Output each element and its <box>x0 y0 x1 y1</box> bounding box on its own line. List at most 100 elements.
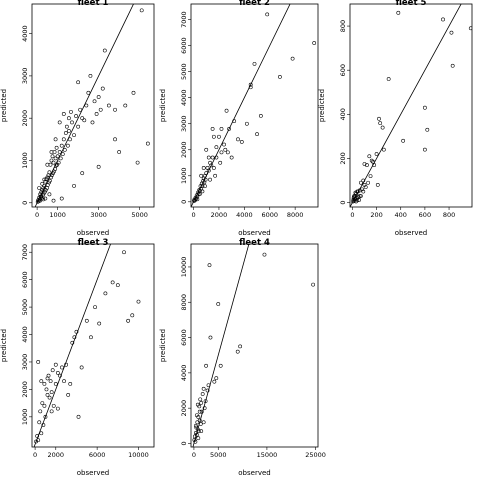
data-point <box>63 131 68 135</box>
data-point <box>377 116 381 121</box>
data-point <box>68 137 72 142</box>
data-point <box>362 162 367 166</box>
data-point <box>52 150 57 154</box>
y-tick-label: 8000 <box>180 294 188 311</box>
data-point <box>248 85 253 90</box>
data-point <box>64 124 69 129</box>
data-point <box>358 194 363 198</box>
y-tick-label: 0 <box>180 441 188 445</box>
data-point <box>255 132 259 137</box>
data-point <box>207 263 212 268</box>
data-point <box>199 409 204 414</box>
y-tick-label: 4000 <box>180 89 188 106</box>
data-point <box>59 196 64 201</box>
data-point <box>79 365 84 370</box>
y-tick-label: 6000 <box>21 271 29 288</box>
data-point <box>200 189 205 194</box>
data-point <box>195 420 200 425</box>
data-point <box>201 420 206 425</box>
data-point <box>258 114 263 118</box>
data-point <box>49 158 54 163</box>
plot-frame <box>31 243 155 448</box>
data-point <box>56 160 61 165</box>
data-point <box>72 335 77 340</box>
data-point <box>368 174 373 179</box>
data-point <box>69 109 73 114</box>
data-point <box>211 134 216 139</box>
reference-line <box>191 4 291 207</box>
data-point <box>199 173 204 178</box>
data-point <box>214 155 219 160</box>
y-axis-label: predicted <box>318 89 326 122</box>
data-point <box>214 145 219 150</box>
data-point <box>48 379 53 384</box>
data-point <box>53 156 58 161</box>
data-point <box>229 155 234 160</box>
data-point <box>66 392 71 397</box>
data-point <box>53 362 58 367</box>
y-tick-label: 7000 <box>180 11 188 28</box>
y-tick-label: 0 <box>21 201 29 205</box>
data-point <box>49 173 54 178</box>
data-point <box>208 177 212 182</box>
data-point <box>37 186 42 190</box>
data-point <box>248 82 253 87</box>
x-tick-label: 0 <box>35 211 39 219</box>
data-point <box>252 61 257 66</box>
data-point <box>97 321 102 326</box>
data-point <box>354 199 358 204</box>
data-point <box>367 154 372 159</box>
plot-frame <box>190 243 319 448</box>
data-point <box>47 178 52 183</box>
panel-2: 0 2000 4000 6000 8000 0 1000 2000 3000 4000 5000 60… <box>159 0 319 237</box>
data-point <box>371 159 375 164</box>
data-point <box>51 198 56 203</box>
data-point <box>42 177 47 182</box>
y-tick-label: 0 <box>339 201 347 205</box>
data-point <box>70 340 75 345</box>
data-point <box>201 166 206 170</box>
data-point <box>265 12 270 17</box>
data-point <box>103 291 108 296</box>
data-point <box>74 329 79 334</box>
data-point <box>57 120 62 125</box>
data-point <box>357 198 361 202</box>
y-tick-label: 6000 <box>180 37 188 54</box>
data-point <box>35 434 40 438</box>
x-tick-label: 2000 <box>211 211 228 219</box>
data-point <box>72 183 76 188</box>
data-point <box>110 280 115 285</box>
data-point <box>58 373 62 378</box>
y-tick-label: 10000 <box>180 257 188 278</box>
plot-frame <box>190 3 319 208</box>
data-point <box>244 121 249 126</box>
panel-4: 0 2000 6000 10000 1000 2000 3000 4000 5000 6000 70… <box>0 238 155 477</box>
x-tick-label: 6000 <box>89 451 106 459</box>
data-point <box>54 145 59 150</box>
data-point <box>45 175 50 180</box>
x-axis-label: observed <box>395 229 427 237</box>
data-point <box>92 99 97 104</box>
data-point <box>43 196 48 201</box>
y-tick-label: 2000 <box>21 381 29 398</box>
x-tick-label: 0 <box>350 211 354 219</box>
data-point <box>45 162 50 167</box>
data-point <box>441 17 445 22</box>
y-tick-label: 6000 <box>180 329 188 346</box>
y-tick-label: 4000 <box>21 25 29 42</box>
data-point <box>43 188 48 192</box>
data-point <box>76 124 81 129</box>
data-point <box>53 382 58 386</box>
data-point <box>422 147 427 152</box>
y-tick-label: 4000 <box>21 326 29 343</box>
data-point <box>78 107 83 112</box>
data-point <box>47 395 52 400</box>
data-point <box>36 360 41 364</box>
y-tick-label: 1000 <box>180 167 188 184</box>
plot-frame <box>349 3 473 208</box>
data-point <box>358 180 363 185</box>
data-point <box>235 349 240 354</box>
data-point <box>217 134 221 139</box>
data-point <box>396 10 401 15</box>
data-point <box>223 147 228 152</box>
